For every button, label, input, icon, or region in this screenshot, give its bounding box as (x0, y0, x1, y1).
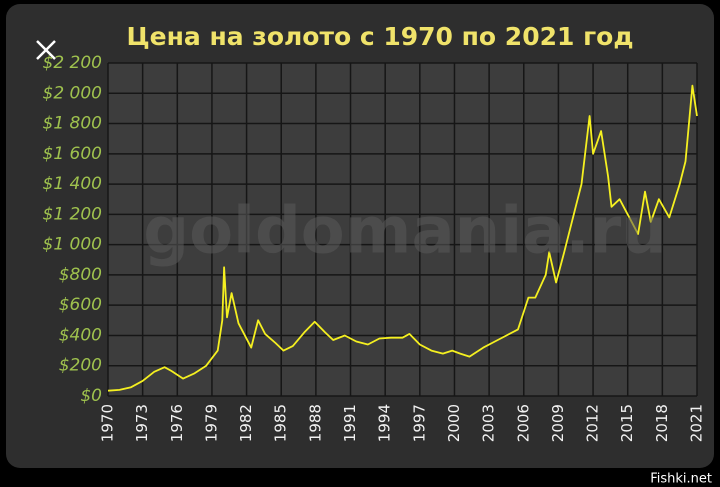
source-bg (615, 470, 720, 487)
x-tick-label: 1994 (376, 404, 394, 442)
x-tick-label: 1982 (237, 404, 255, 442)
plot-background (108, 63, 697, 396)
source: Fishki.net (650, 472, 712, 487)
y-tick-label: $1 000 (43, 235, 102, 255)
y-tick-label: $600 (59, 295, 102, 315)
y-tick-label: $0 (80, 386, 102, 406)
price-line (107, 84, 698, 392)
y-tick-label: $1 800 (43, 114, 102, 134)
y-tick-label: $1 200 (43, 204, 102, 224)
x-tick-label: 1976 (168, 404, 186, 442)
x-tick-label: 2015 (618, 404, 636, 442)
x-tick-label: 1988 (306, 404, 324, 442)
x-tick-label: 1973 (133, 404, 151, 442)
y-tick-label: $2 000 (43, 83, 102, 103)
x-tick-label: 1979 (202, 404, 220, 442)
y-tick-label: $400 (59, 325, 102, 345)
plot-area (107, 62, 698, 397)
x-tick-label: 2018 (653, 404, 671, 442)
x-tick-label: 1991 (341, 404, 359, 442)
y-tick-label: $800 (59, 265, 102, 285)
x-tick-label: 2012 (584, 404, 602, 442)
y-tick-label: $1 400 (43, 174, 102, 194)
watermark: goldomania.ru (143, 195, 667, 269)
y-tick-label: $200 (59, 356, 102, 376)
x-tick-label: 1997 (410, 404, 428, 442)
y-tick-label: $2 200 (43, 53, 102, 73)
x-tick-label: 2003 (480, 404, 498, 442)
x-tick-label: 2000 (445, 404, 463, 442)
x-tick-label: 1985 (272, 404, 290, 442)
x-tick-label: 2009 (549, 404, 567, 442)
x-tick-label: 2006 (514, 404, 532, 442)
close-button[interactable] (36, 40, 56, 60)
chart-title: Цена на золото с 1970 по 2021 год (126, 22, 633, 51)
y-tick-label: $1 600 (43, 144, 102, 164)
x-tick-label: 1970 (99, 404, 117, 442)
x-tick-label: 2021 (688, 404, 706, 442)
